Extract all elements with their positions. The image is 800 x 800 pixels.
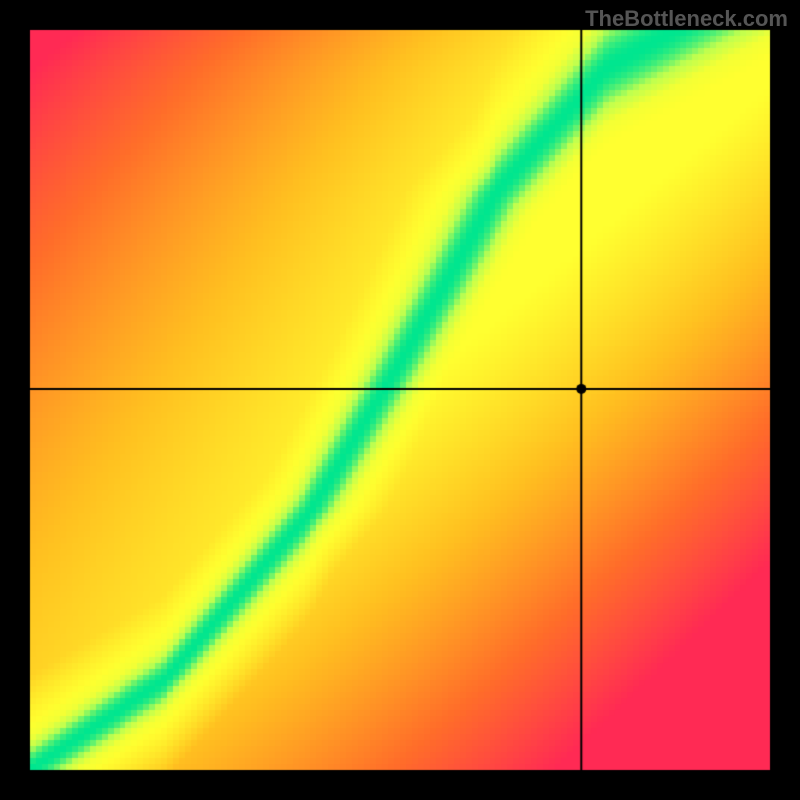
watermark-text: TheBottleneck.com [585, 6, 788, 32]
heatmap-canvas [0, 0, 800, 800]
chart-container: TheBottleneck.com [0, 0, 800, 800]
